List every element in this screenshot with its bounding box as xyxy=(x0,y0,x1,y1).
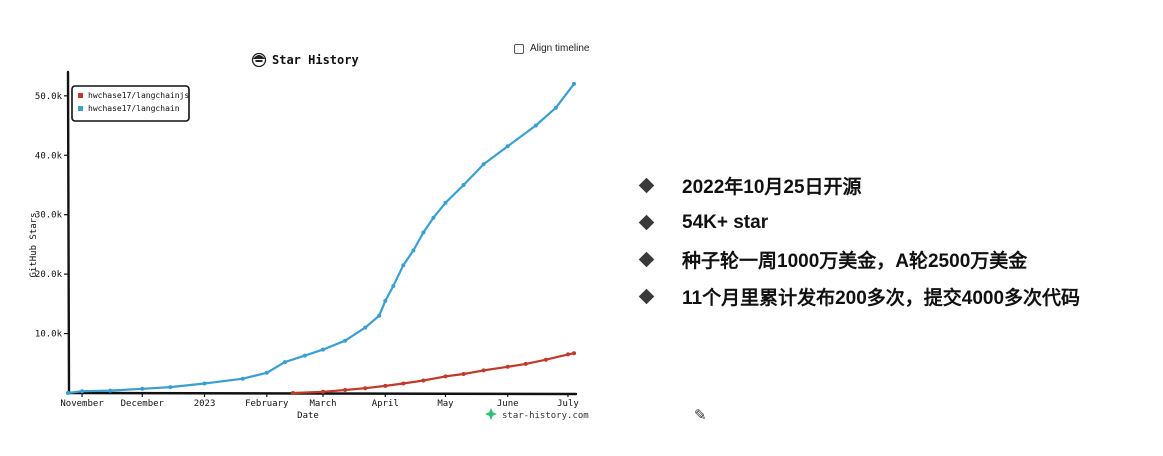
bullet-item: 11个月里累计发布200多次，提交4000多次代码 xyxy=(637,281,1080,312)
y-tick-label: 30.0k xyxy=(35,211,63,221)
x-tick-label: November xyxy=(60,399,104,409)
chart-title: Star History xyxy=(272,53,359,67)
legend-label: hwchase17/langchain xyxy=(88,104,180,113)
data-point xyxy=(383,298,388,303)
chart-title-group: Star History xyxy=(251,52,359,68)
diamond-bullet-icon xyxy=(638,177,655,194)
x-axis-label: Date xyxy=(297,411,319,421)
x-tick-label: February xyxy=(245,399,289,409)
data-point xyxy=(505,144,510,149)
data-point xyxy=(321,347,325,352)
checkbox-icon[interactable] xyxy=(514,43,524,54)
data-point xyxy=(421,230,426,235)
bullet-text: 54K+ star xyxy=(682,211,769,233)
data-point xyxy=(377,313,382,318)
data-point xyxy=(363,325,368,330)
x-tick-label: June xyxy=(497,399,519,409)
data-point xyxy=(168,385,173,390)
watermark: star-history.com xyxy=(485,408,589,421)
data-point xyxy=(343,338,348,343)
bullet-text: 11个月里累计发布200多次，提交4000多次代码 xyxy=(682,288,1081,309)
align-timeline-label: Align timeline xyxy=(530,43,590,54)
x-tick-label: April xyxy=(372,399,399,409)
star-history-chart: Star History 10.0k 20.0k 30.0k 40.0k 50.0k No… xyxy=(29,52,589,421)
data-point xyxy=(321,389,325,394)
x-tick-label: December xyxy=(121,399,165,409)
data-point xyxy=(553,105,558,110)
star-history-logo-icon xyxy=(485,408,497,420)
diamond-bullet-icon xyxy=(638,288,655,305)
chart-legend: hwchase17/langchainjs hwchase17/langchain xyxy=(71,85,190,122)
data-point xyxy=(431,215,436,220)
bullet-list: 2022年10月25日开源 54K+ star 种子轮一周1000万美金，A轮2… xyxy=(637,170,1080,318)
x-tick-label: July xyxy=(557,399,579,409)
data-point xyxy=(264,370,269,375)
data-point xyxy=(401,263,406,268)
data-point xyxy=(572,351,576,356)
y-tick-label: 20.0k xyxy=(35,270,63,280)
data-point xyxy=(421,378,426,383)
data-point xyxy=(343,388,348,392)
data-point xyxy=(543,357,548,362)
series-line xyxy=(291,352,576,395)
data-point xyxy=(80,389,85,394)
bullet-item: 54K+ star xyxy=(637,207,1080,238)
data-point xyxy=(363,386,368,391)
chart-ticks: 10.0k 20.0k 30.0k 40.0k 50.0k November Decembe… xyxy=(35,92,579,409)
series-line xyxy=(66,82,576,395)
x-tick-label: March xyxy=(309,399,336,409)
data-point xyxy=(411,248,416,253)
data-point xyxy=(533,123,538,128)
legend-box xyxy=(71,85,190,122)
data-point xyxy=(481,368,486,373)
data-point xyxy=(66,391,70,395)
data-point xyxy=(240,376,245,381)
data-point xyxy=(566,352,570,357)
x-tick-label: 2023 xyxy=(194,399,216,409)
y-tick-label: 10.0k xyxy=(35,330,63,340)
pencil-icon[interactable]: ✎ xyxy=(694,406,707,424)
data-point xyxy=(443,374,448,379)
legend-label: hwchase17/langchainjs xyxy=(88,91,189,100)
avatar-icon xyxy=(251,52,267,68)
data-point xyxy=(290,391,295,395)
y-axis-label: GitHub Stars xyxy=(29,212,39,277)
data-point xyxy=(282,360,287,365)
diamond-bullet-icon xyxy=(638,214,655,231)
bullet-text: 种子轮一周1000万美金，A轮2500万美金 xyxy=(682,251,1028,272)
diamond-bullet-icon xyxy=(638,251,655,268)
chart-svg: Star History 10.0k 20.0k 30.0k 40.0k 50.0k No… xyxy=(29,52,589,421)
x-tick-label: May xyxy=(437,399,454,409)
data-point xyxy=(461,372,466,376)
legend-swatch xyxy=(78,106,83,111)
data-point xyxy=(108,388,113,393)
y-tick-label: 50.0k xyxy=(35,92,63,102)
data-point xyxy=(523,361,528,366)
watermark-text: star-history.com xyxy=(502,411,589,421)
data-point xyxy=(401,381,406,386)
bullet-item: 种子轮一周1000万美金，A轮2500万美金 xyxy=(637,244,1080,275)
data-point xyxy=(391,284,396,288)
data-point xyxy=(383,383,388,388)
data-point xyxy=(505,364,510,369)
data-point xyxy=(461,183,466,187)
align-timeline-checkbox[interactable]: Align timeline xyxy=(514,43,589,54)
chart-lines xyxy=(66,81,576,395)
y-tick-label: 40.0k xyxy=(35,151,63,161)
data-point xyxy=(481,162,486,167)
bullet-text: 2022年10月25日开源 xyxy=(682,177,862,198)
legend-swatch xyxy=(78,93,83,98)
data-point xyxy=(572,81,576,86)
data-point xyxy=(140,386,145,391)
data-point xyxy=(443,200,448,205)
data-point xyxy=(302,353,307,358)
bullet-item: 2022年10月25日开源 xyxy=(637,170,1080,201)
y-axis-line xyxy=(66,70,71,395)
data-point xyxy=(202,381,207,386)
